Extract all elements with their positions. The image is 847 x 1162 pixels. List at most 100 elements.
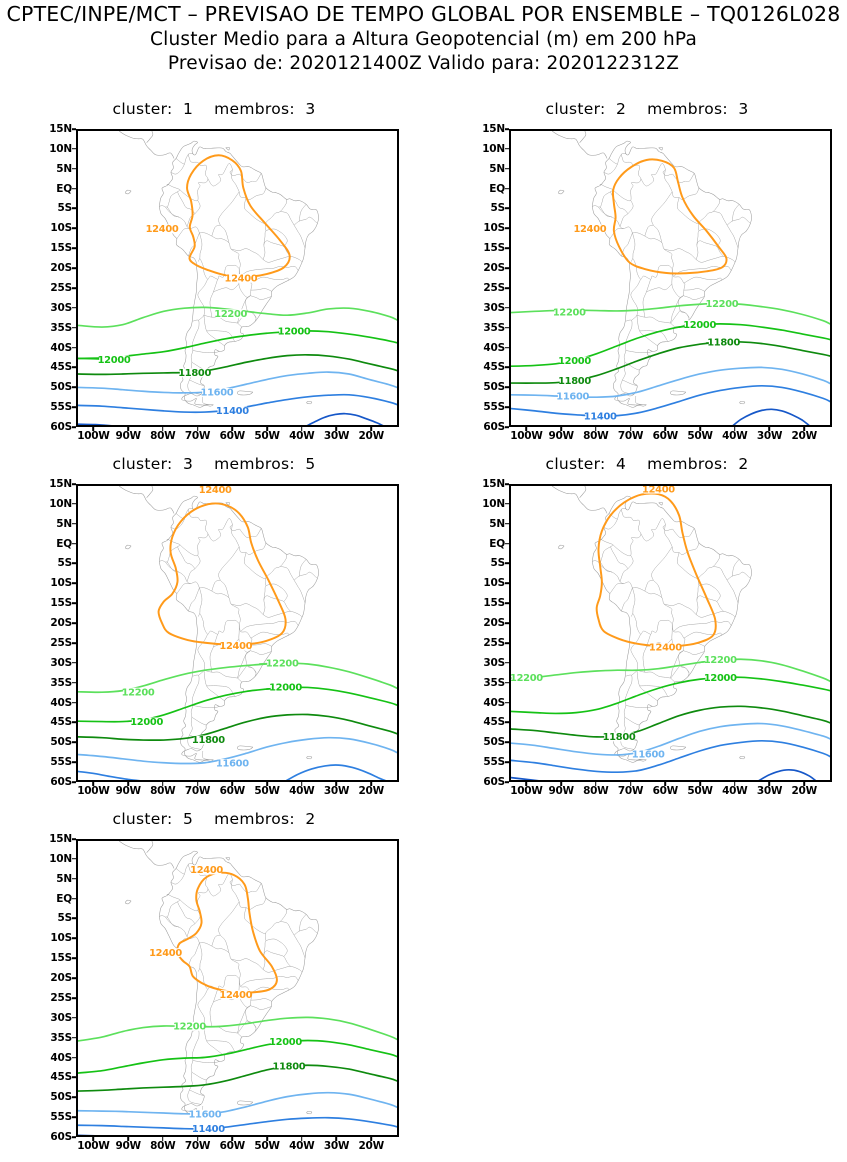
- x-axis-tick: [93, 427, 95, 431]
- y-axis-label: 15S: [483, 242, 505, 254]
- y-axis-tick: [505, 406, 509, 408]
- x-axis-tick: [197, 427, 199, 431]
- x-axis-tick: [769, 782, 771, 786]
- contour-line-12400: [187, 155, 290, 277]
- y-axis-label: 35S: [483, 322, 505, 334]
- x-axis-label: 80W: [150, 1140, 175, 1152]
- y-axis-tick: [505, 662, 509, 664]
- contour-label-12200: 12200: [511, 673, 543, 684]
- x-axis-tick: [664, 782, 666, 786]
- x-axis-tick: [526, 427, 528, 431]
- y-axis-tick: [505, 148, 509, 150]
- contour-label-12000: 12000: [130, 717, 163, 728]
- y-axis-tick: [505, 168, 509, 170]
- x-axis-tick: [301, 427, 303, 431]
- x-axis-tick: [664, 427, 666, 431]
- y-axis-tick: [72, 426, 76, 428]
- x-axis-tick: [336, 427, 338, 431]
- y-axis-tick: [72, 367, 76, 369]
- x-axis-tick: [127, 427, 129, 431]
- y-axis-tick: [505, 386, 509, 388]
- contour-label-11400: 11400: [216, 406, 249, 417]
- contour-line-11400: [78, 771, 143, 780]
- y-axis-label: 40S: [483, 342, 505, 354]
- x-axis-tick: [699, 427, 701, 431]
- y-axis-tick: [72, 188, 76, 190]
- y-axis-label: 10S: [50, 932, 72, 944]
- y-axis-label: 35S: [483, 677, 505, 689]
- y-axis-label: 40S: [50, 1052, 72, 1064]
- contour-label-11600: 11600: [188, 1109, 221, 1120]
- x-axis-tick: [301, 782, 303, 786]
- y-axis-label: 60S: [50, 421, 72, 433]
- y-axis-label: 10N: [482, 498, 505, 510]
- y-axis-label: 50S: [50, 1091, 72, 1103]
- y-axis-tick: [505, 543, 509, 545]
- contour-line-11800: [78, 714, 397, 740]
- x-axis-label: 60W: [653, 430, 678, 442]
- x-axis-tick: [699, 782, 701, 786]
- x-axis-label: 60W: [653, 785, 678, 797]
- y-axis-label: 35S: [50, 1032, 72, 1044]
- contour-line-11400: [78, 1118, 397, 1129]
- y-axis-tick: [72, 1116, 76, 1118]
- y-axis-tick: [72, 406, 76, 408]
- contour-label-11400: 11400: [192, 1124, 225, 1135]
- x-axis-label: 40W: [289, 430, 314, 442]
- y-axis-tick: [72, 682, 76, 684]
- y-axis-label: 55S: [50, 1111, 72, 1123]
- x-axis-label: 30W: [324, 1140, 349, 1152]
- y-axis-label: EQ: [489, 538, 505, 550]
- x-axis-label: 40W: [722, 430, 747, 442]
- contour-label-12200: 12200: [706, 299, 739, 310]
- contour-layer: [511, 494, 830, 780]
- y-axis-label: 15S: [50, 242, 72, 254]
- y-axis-tick: [72, 287, 76, 289]
- y-axis-tick: [505, 287, 509, 289]
- y-axis-tick: [505, 702, 509, 704]
- contour-label-11600: 11600: [556, 392, 589, 403]
- x-axis-label: 90W: [115, 430, 140, 442]
- y-axis-tick: [72, 563, 76, 565]
- panel-title-cluster-1: cluster: 1 membros: 3: [14, 100, 414, 118]
- y-axis-label: 45S: [483, 361, 505, 373]
- y-axis-label: 45S: [50, 716, 72, 728]
- y-axis-label: 10N: [482, 143, 505, 155]
- x-axis-tick: [595, 782, 597, 786]
- x-axis-tick: [301, 1137, 303, 1141]
- x-axis-label: 60W: [220, 785, 245, 797]
- x-axis-label: 20W: [792, 430, 817, 442]
- contour-line-11200: [758, 770, 816, 780]
- y-axis-tick: [72, 583, 76, 585]
- x-axis-label: 70W: [185, 785, 210, 797]
- x-axis-label: 70W: [185, 1140, 210, 1152]
- y-axis-label: 10N: [49, 143, 72, 155]
- x-axis-tick: [370, 1137, 372, 1141]
- header-line-model: CPTEC/INPE/MCT – PREVISAO DE TEMPO GLOBA…: [0, 2, 847, 28]
- y-axis-tick: [505, 367, 509, 369]
- x-axis-tick: [231, 1137, 233, 1141]
- contour-layer: [78, 873, 397, 1135]
- x-axis-tick: [266, 1137, 268, 1141]
- y-axis-label: 50S: [50, 381, 72, 393]
- contour-label-12400: 12400: [573, 224, 606, 235]
- y-axis-label: 10S: [483, 577, 505, 589]
- y-axis-label: 50S: [50, 736, 72, 748]
- x-axis-tick: [560, 782, 562, 786]
- x-axis-label: 90W: [115, 1140, 140, 1152]
- contour-line-12400: [597, 494, 716, 647]
- y-axis-label: 15N: [49, 833, 72, 845]
- x-axis-tick: [630, 427, 632, 431]
- contour-label-11800: 11800: [558, 376, 591, 387]
- y-axis-tick: [72, 307, 76, 309]
- y-axis-tick: [72, 228, 76, 230]
- contour-line-11200: [511, 778, 542, 780]
- contour-line-11200: [78, 424, 112, 425]
- y-axis-tick: [72, 781, 76, 783]
- y-axis-label: 20S: [50, 972, 72, 984]
